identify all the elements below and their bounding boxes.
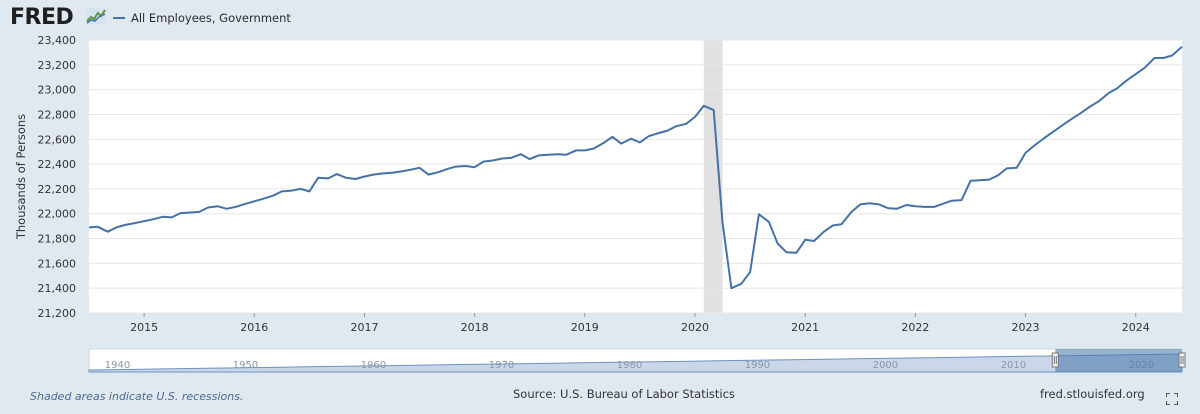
navigator-label: 1960: [361, 360, 386, 371]
y-tick-label: 22,400: [38, 158, 77, 171]
x-tick-label: 2019: [571, 321, 599, 334]
x-tick-label: 2015: [130, 321, 158, 334]
x-tick-label: 2017: [350, 321, 378, 334]
navigator-handle-left[interactable]: [1051, 352, 1059, 368]
y-tick-label: 23,200: [38, 59, 77, 72]
y-tick-label: 22,600: [38, 133, 77, 146]
y-tick-label: 23,000: [38, 84, 77, 97]
legend-label: All Employees, Government: [131, 11, 291, 25]
legend-swatch: [113, 17, 125, 19]
line-chart[interactable]: 21,200 21,400 21,600 21,800 22,000 22,200 22,4…: [0, 34, 1200, 384]
navigator-label: 2000: [873, 360, 898, 371]
x-tick-label: 2021: [791, 321, 819, 334]
fred-graph-icon: [86, 8, 106, 24]
chart-area: 21,200 21,400 21,600 21,800 22,000 22,200 22,4…: [0, 34, 1200, 388]
series-line: [88, 46, 1183, 290]
navigator-handle-right[interactable]: [1178, 352, 1186, 368]
plot-background: [89, 40, 1182, 313]
y-tick-label: 21,200: [38, 307, 77, 320]
y-tick-label: 23,400: [38, 36, 77, 47]
navigator-label: 1970: [489, 360, 514, 371]
y-tick-label: 21,800: [38, 233, 77, 246]
x-tick-label: 2023: [1012, 321, 1040, 334]
navigator-label: 2010: [1001, 360, 1026, 371]
navigator-selection[interactable]: [1055, 349, 1182, 372]
y-tick-label: 21,400: [38, 282, 77, 295]
recession-note: Shaded areas indicate U.S. recessions.: [30, 390, 244, 403]
x-tick-label: 2016: [240, 321, 268, 334]
site-link[interactable]: fred.stlouisfed.org: [1040, 387, 1145, 401]
y-axis-label: Thousands of Persons: [14, 114, 28, 240]
y-tick-label: 22,000: [38, 208, 77, 221]
legend: All Employees, Government: [113, 11, 291, 25]
source-text: Source: U.S. Bureau of Labor Statistics: [513, 387, 735, 401]
fred-logo[interactable]: FRED: [10, 5, 74, 30]
navigator-label: 1990: [745, 360, 770, 371]
navigator-label: 1980: [617, 360, 642, 371]
x-tick-label: 2020: [681, 321, 709, 334]
navigator-label: 1950: [233, 360, 258, 371]
navigator-area: [88, 353, 1183, 373]
y-tick-label: 21,600: [38, 257, 77, 270]
x-tick-label: 2018: [461, 321, 489, 334]
header: FRED All Employees, Government: [0, 0, 1200, 36]
y-tick-label: 22,800: [38, 108, 77, 121]
x-tick-label: 2022: [901, 321, 929, 334]
navigator-label: 1940: [105, 360, 130, 371]
x-tick-label: 2024: [1122, 321, 1150, 334]
y-tick-label: 22,200: [38, 183, 77, 196]
fullscreen-icon[interactable]: [1166, 393, 1178, 405]
